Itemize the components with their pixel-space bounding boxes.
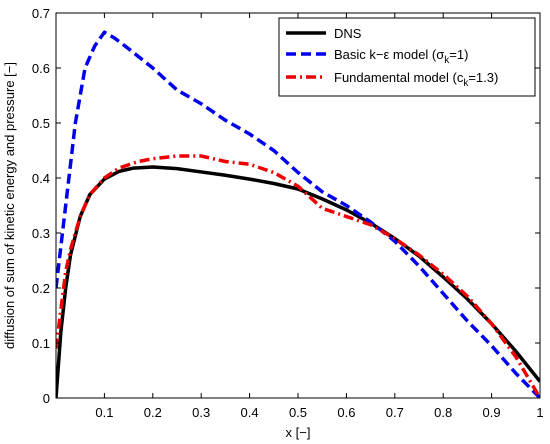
y-tick-label: 0.1: [32, 336, 50, 351]
x-axis: 0.1 0.2 0.3 0.4 0.5 0.6 0.7 0.8 0.9 1: [95, 13, 544, 420]
y-tick-label: 0.5: [32, 116, 50, 131]
legend: DNS Basic k−ε model (σk=1) Fundamental m…: [278, 17, 536, 97]
series-line-basic-k-epsilon: [56, 30, 540, 398]
y-tick-label: 0.2: [32, 281, 50, 296]
x-tick-label: 0.3: [192, 405, 210, 420]
x-tick-label: 0.7: [386, 405, 404, 420]
x-tick-label: 0.2: [144, 405, 162, 420]
series-layer: [56, 30, 540, 398]
x-tick-label: 1: [536, 405, 543, 420]
legend-label-dns: DNS: [334, 26, 362, 41]
x-tick-label: 0.6: [337, 405, 355, 420]
y-tick-label: 0.4: [32, 171, 50, 186]
legend-label-fundamental: Fundamental model (ck=1.3): [334, 70, 498, 89]
x-tick-label: 0.4: [241, 405, 259, 420]
x-tick-label: 0.9: [483, 405, 501, 420]
y-tick-label: 0.3: [32, 226, 50, 241]
x-tick-label: 0.8: [434, 405, 452, 420]
y-tick-label: 0: [43, 391, 50, 406]
y-axis-label: diffusion of sum of kinetic energy and p…: [2, 62, 17, 349]
x-axis-label: x [−]: [286, 425, 311, 440]
y-tick-label: 0.6: [32, 61, 50, 76]
y-axis: 0 0.1 0.2 0.3 0.4 0.5 0.6 0.7: [32, 6, 540, 406]
x-tick-label: 0.5: [289, 405, 307, 420]
x-tick-label: 0.1: [95, 405, 113, 420]
legend-label-basic: Basic k−ε model (σk=1): [334, 47, 468, 66]
legend-box: [278, 17, 536, 97]
y-tick-label: 0.7: [32, 6, 50, 21]
series-line-dns: [56, 165, 540, 398]
